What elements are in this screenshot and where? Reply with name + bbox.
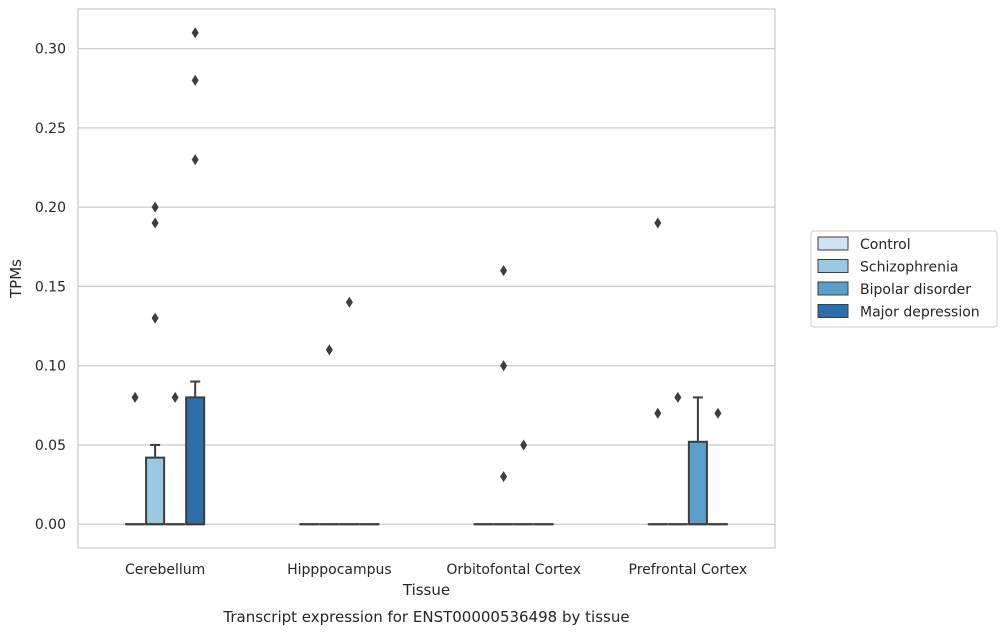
outlier-point: [131, 391, 139, 403]
outlier-point: [325, 344, 333, 356]
x-tick-label: Hipppocampus: [287, 562, 392, 578]
legend-swatch: [817, 281, 849, 296]
outlier-point: [191, 74, 199, 86]
outliers: [131, 27, 722, 483]
x-tick-label: Prefrontal Cortex: [629, 562, 748, 578]
outlier-point: [674, 391, 682, 403]
y-tick-label: 0.05: [35, 438, 66, 454]
outlier-point: [500, 265, 508, 277]
outlier-point: [171, 391, 179, 403]
outlier-point: [151, 312, 159, 324]
legend: Control Schizophrenia Bipolar disorder Majo…: [810, 230, 998, 328]
box-body: [185, 396, 206, 526]
gridlines: [78, 48, 775, 525]
outlier-point: [191, 27, 199, 39]
legend-label: Schizophrenia: [860, 260, 958, 276]
legend-frame: [810, 230, 998, 328]
y-tick-label: 0.15: [35, 279, 66, 295]
box-bipolar-disorder: [687, 396, 708, 526]
box-major-depression: [185, 380, 206, 526]
y-tick-label: 0.30: [35, 42, 66, 58]
legend-swatch: [817, 259, 849, 273]
plot-area-frame: [77, 8, 776, 549]
outlier-point: [654, 217, 662, 229]
box-body: [687, 440, 708, 526]
outlier-point: [191, 154, 199, 166]
legend-swatch: [817, 304, 849, 318]
x-tick-label: Orbitofontal Cortex: [446, 562, 581, 578]
y-tick-label: 0.20: [35, 200, 66, 216]
x-tick-label: Cerebellum: [125, 562, 205, 578]
outlier-point: [345, 296, 353, 308]
y-tick-label: 0.25: [35, 121, 66, 137]
outlier-point: [500, 360, 508, 372]
boxes: [125, 380, 728, 526]
y-tick-label: 0.00: [35, 517, 66, 533]
outlier-point: [151, 217, 159, 229]
box-body: [145, 456, 166, 526]
y-axis-title: TPMs: [7, 259, 25, 299]
outlier-point: [151, 201, 159, 213]
y-tick-label: 0.10: [35, 359, 66, 375]
legend-swatch: [817, 236, 849, 251]
box-schizophrenia: [145, 443, 166, 526]
x-axis-title: Tissue: [402, 581, 450, 599]
outlier-point: [654, 407, 662, 419]
y-axis-ticks: 0.00 0.05 0.10 0.15 0.20 0.25 0.30: [35, 42, 66, 534]
legend-label: Major depression: [860, 305, 980, 321]
chart-caption: Transcript expression for ENST0000053649…: [222, 608, 629, 626]
legend-label: Control: [860, 237, 911, 253]
legend-label: Bipolar disorder: [860, 282, 971, 298]
outlier-point: [500, 471, 508, 483]
outlier-point: [714, 407, 722, 419]
outlier-point: [520, 439, 528, 451]
x-axis-ticks: Cerebellum Hipppocampus Orbitofontal Corte…: [125, 562, 747, 578]
